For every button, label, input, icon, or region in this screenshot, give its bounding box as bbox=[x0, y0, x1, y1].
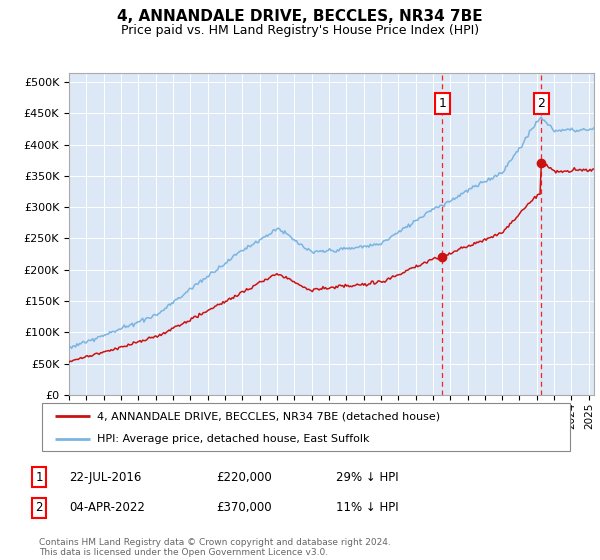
Text: HPI: Average price, detached house, East Suffolk: HPI: Average price, detached house, East… bbox=[97, 434, 370, 444]
Text: 22-JUL-2016: 22-JUL-2016 bbox=[69, 470, 142, 484]
Text: 29% ↓ HPI: 29% ↓ HPI bbox=[336, 470, 398, 484]
Text: £220,000: £220,000 bbox=[216, 470, 272, 484]
Text: 1: 1 bbox=[439, 97, 446, 110]
Text: 04-APR-2022: 04-APR-2022 bbox=[69, 501, 145, 515]
Text: Price paid vs. HM Land Registry's House Price Index (HPI): Price paid vs. HM Land Registry's House … bbox=[121, 24, 479, 36]
Text: £370,000: £370,000 bbox=[216, 501, 272, 515]
Text: 4, ANNANDALE DRIVE, BECCLES, NR34 7BE: 4, ANNANDALE DRIVE, BECCLES, NR34 7BE bbox=[117, 9, 483, 24]
Text: 1: 1 bbox=[35, 470, 43, 484]
Text: 2: 2 bbox=[538, 97, 545, 110]
Text: Contains HM Land Registry data © Crown copyright and database right 2024.
This d: Contains HM Land Registry data © Crown c… bbox=[39, 538, 391, 557]
Text: 2: 2 bbox=[35, 501, 43, 515]
Text: 11% ↓ HPI: 11% ↓ HPI bbox=[336, 501, 398, 515]
FancyBboxPatch shape bbox=[42, 403, 570, 451]
Text: 4, ANNANDALE DRIVE, BECCLES, NR34 7BE (detached house): 4, ANNANDALE DRIVE, BECCLES, NR34 7BE (d… bbox=[97, 411, 440, 421]
